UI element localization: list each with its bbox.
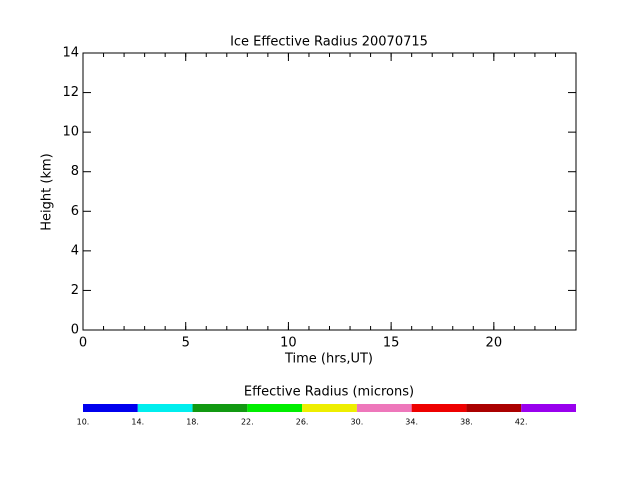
x-tick-label: 15 bbox=[383, 336, 400, 351]
y-tick-label: 0 bbox=[71, 323, 79, 338]
y-tick-label: 6 bbox=[71, 204, 79, 219]
colorbar-tick-label: 26. bbox=[296, 418, 309, 427]
colorbar-tick-label: 42. bbox=[515, 418, 528, 427]
chart-title: Ice Effective Radius 20070715 bbox=[230, 35, 428, 50]
colorbar-segment bbox=[302, 404, 357, 412]
colorbar-segment bbox=[137, 404, 193, 412]
y-axis-label: Height (km) bbox=[40, 153, 55, 230]
colorbar-segment bbox=[411, 404, 467, 412]
colorbar-segment bbox=[466, 404, 522, 412]
x-axis-label: Time (hrs,UT) bbox=[284, 352, 373, 367]
y-tick-label: 4 bbox=[71, 243, 79, 258]
colorbar-tick-label: 38. bbox=[460, 418, 473, 427]
y-tick-label: 14 bbox=[62, 46, 79, 61]
colorbar-segment bbox=[83, 404, 138, 412]
x-tick-label: 0 bbox=[79, 336, 87, 351]
colorbar-segment bbox=[247, 404, 303, 412]
colorbar-tick-label: 34. bbox=[405, 418, 418, 427]
colorbar-tick-label: 22. bbox=[241, 418, 254, 427]
colorbar-segment bbox=[192, 404, 248, 412]
colorbar-tick-label: 18. bbox=[186, 418, 199, 427]
y-tick-label: 2 bbox=[71, 283, 79, 298]
colorbar-title: Effective Radius (microns) bbox=[244, 385, 414, 400]
colorbar-tick-label: 14. bbox=[131, 418, 144, 427]
x-tick-label: 5 bbox=[182, 336, 190, 351]
colorbar-tick-label: 30. bbox=[351, 418, 364, 427]
colorbar-segment bbox=[356, 404, 412, 412]
colorbar-segment bbox=[521, 404, 576, 412]
x-tick-label: 10 bbox=[280, 336, 297, 351]
x-tick-label: 20 bbox=[486, 336, 503, 351]
y-tick-label: 12 bbox=[62, 85, 79, 100]
y-tick-label: 10 bbox=[62, 125, 79, 140]
y-tick-label: 8 bbox=[71, 164, 79, 179]
colorbar-tick-label: 10. bbox=[77, 418, 90, 427]
